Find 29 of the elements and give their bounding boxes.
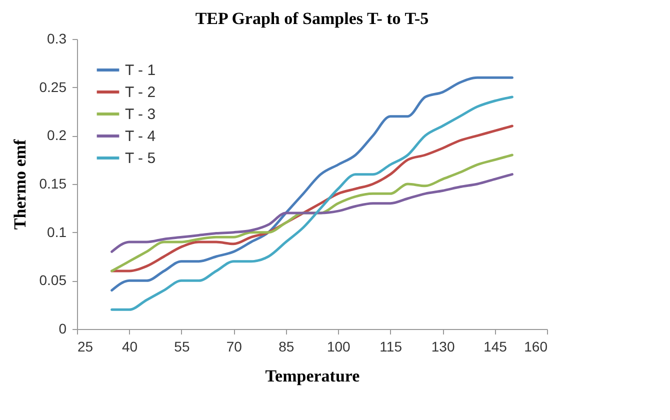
x-tick-label: 115 xyxy=(380,338,402,354)
y-tick-label: 0.1 xyxy=(47,224,67,240)
y-tick-label: 0.2 xyxy=(47,127,67,144)
x-tick-label: 70 xyxy=(226,338,242,354)
legend-label: T - 4 xyxy=(125,128,156,145)
y-tick-label: 0.25 xyxy=(39,78,67,95)
x-axis-title: Temperature xyxy=(265,366,360,386)
x-tick-label: 160 xyxy=(524,338,548,354)
y-tick-label: 0.3 xyxy=(47,30,67,46)
line-series xyxy=(110,154,514,272)
y-axis-title: Thermo emf xyxy=(10,139,30,230)
x-tick-label: 85 xyxy=(278,338,294,354)
legend-label: T - 3 xyxy=(125,106,156,123)
line-series xyxy=(110,173,514,253)
x-tick-label: 25 xyxy=(78,338,94,354)
x-tick-label: 145 xyxy=(484,338,508,354)
y-tick-label: 0.05 xyxy=(39,272,67,288)
chart-title: TEP Graph of Samples T- to T-5 xyxy=(195,9,429,28)
line-series xyxy=(110,76,514,292)
x-tick-label: 55 xyxy=(174,338,190,354)
x-tick-label: 130 xyxy=(431,338,455,354)
x-tick-label: 40 xyxy=(122,338,138,354)
legend-label: T - 1 xyxy=(125,62,156,79)
x-tick-label: 100 xyxy=(326,338,351,354)
y-tick-label: 0 xyxy=(58,320,67,336)
legend-label: T - 2 xyxy=(125,84,156,101)
line-series xyxy=(110,96,514,311)
y-tick-label: 0.15 xyxy=(39,176,67,192)
legend-label: T - 5 xyxy=(125,150,156,167)
